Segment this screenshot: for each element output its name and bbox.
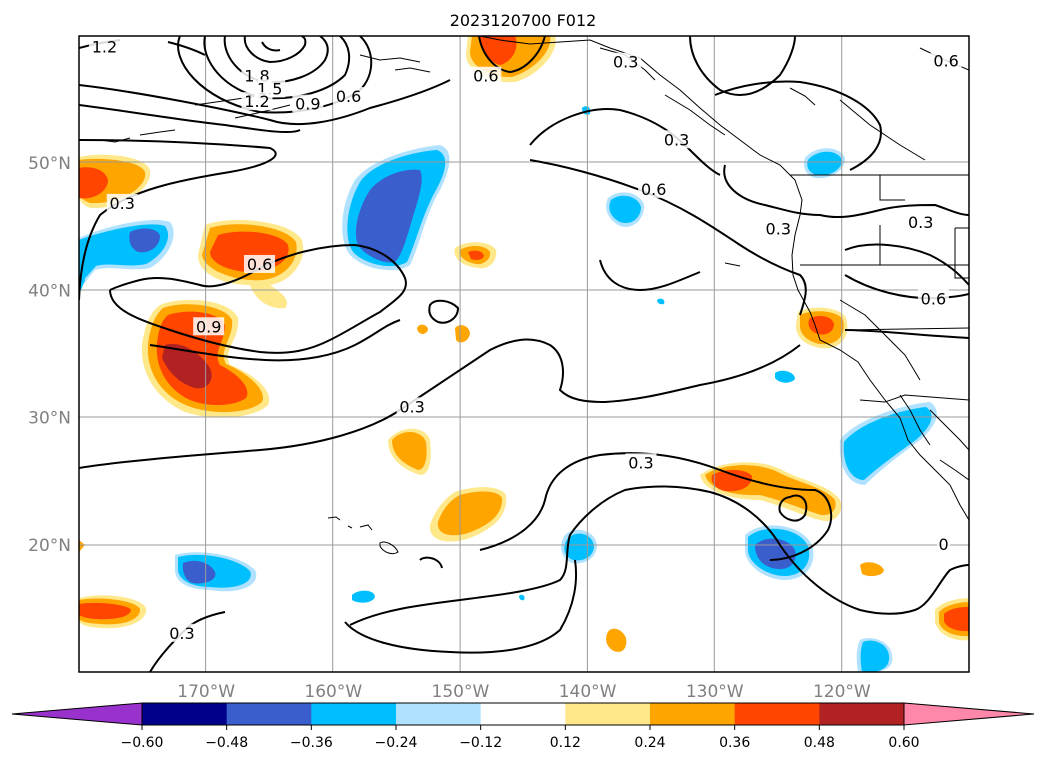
contour-label: 1.2 — [244, 92, 269, 111]
contour-label-bg — [241, 92, 273, 111]
colorbar-extend-high — [903, 702, 1035, 726]
latitude-label: 20°N — [28, 536, 71, 556]
contour-label: 1.2 — [92, 37, 117, 56]
longitude-label: 160°W — [304, 682, 362, 702]
latitude-label: 50°N — [28, 154, 71, 174]
contour-label-bg — [661, 130, 693, 149]
contour-label: 0.6 — [247, 255, 272, 274]
contour-label-bg — [610, 52, 642, 71]
colorbar-block — [734, 703, 820, 725]
contour-label: 0.3 — [664, 130, 689, 149]
colorbar-extend-low — [11, 702, 143, 726]
map-frame — [78, 35, 970, 673]
colorbar-tick-label: 0.24 — [634, 735, 665, 751]
contour-label-bg — [638, 179, 670, 198]
contour-label: 0.6 — [921, 289, 946, 308]
colorbar-blocks — [11, 702, 1035, 726]
colorbar-tick-label: −0.12 — [459, 735, 502, 751]
colorbar-block — [480, 703, 566, 725]
contour-label-bg — [762, 219, 794, 238]
contour-label: 0.6 — [641, 180, 666, 199]
warm-anomaly-region — [429, 487, 507, 542]
contour-label-bg — [106, 193, 138, 212]
contour-label: 0.3 — [766, 219, 791, 238]
warm-anomaly-region — [388, 428, 431, 475]
colorbar-tick-label: −0.48 — [205, 735, 248, 751]
latitude-label: 40°N — [28, 281, 71, 301]
cool-anomaly-region — [175, 552, 257, 592]
longitude-label: 150°W — [432, 682, 490, 702]
contour-label: 0 — [938, 535, 948, 554]
contour-label-bg — [470, 66, 502, 85]
longitude-label: 130°W — [686, 682, 744, 702]
longitude-labels: 170°W 160°W 150°W 140°W 130°W 120°W — [177, 682, 871, 702]
warm-anomaly-region — [795, 307, 848, 349]
contour-label-bg — [930, 51, 962, 70]
contour-label-bg — [396, 397, 428, 416]
longitude-label: 120°W — [813, 682, 871, 702]
colorbar-block — [226, 703, 312, 725]
contour-label: 0.3 — [628, 453, 653, 472]
contour-label-bg — [333, 87, 365, 106]
warm-anomaly-region — [79, 540, 147, 629]
contour-label: 0.6 — [473, 67, 498, 86]
contour-label-bg — [88, 37, 120, 56]
latitude-label: 30°N — [28, 409, 71, 429]
contour-label: 0.3 — [399, 397, 424, 416]
contour-label-bg — [625, 453, 657, 472]
contour-label-bg — [244, 254, 276, 273]
colorbar-block — [311, 703, 397, 725]
colorbar-ticks: −0.60 −0.48 −0.36 −0.24 −0.12 0.12 0.24 0.36 0.4… — [121, 725, 920, 751]
contour-label-bg — [193, 317, 225, 336]
contour-label: 0.3 — [613, 53, 638, 72]
longitude-label: 170°W — [177, 682, 235, 702]
contour-label: 0.9 — [295, 95, 320, 114]
cool-anomaly-region — [79, 106, 937, 672]
contour-label-bg — [292, 94, 324, 113]
warm-anomaly-region — [606, 562, 969, 652]
cool-anomaly-region — [342, 145, 450, 271]
colorbar-tick-label: −0.36 — [290, 735, 333, 751]
contour-label: 0.3 — [110, 194, 135, 213]
contour-label: 0.6 — [336, 87, 361, 106]
contour-label: 0.9 — [196, 317, 221, 336]
colorbar-block — [819, 703, 905, 725]
contour-label-bg — [166, 623, 198, 642]
colorbar-tick-label: 0.12 — [550, 735, 581, 751]
contour-label-bg — [905, 212, 937, 231]
warm-anomaly-region — [417, 242, 497, 343]
contour-labels: 1.21.81.51.2 0.9 0.60.60.3 0.60.30.60.3 0.30… — [88, 37, 962, 643]
colorbar-tick-label: −0.24 — [375, 735, 418, 751]
map-area: 1.21.81.51.2 0.9 0.60.60.3 0.60.30.60.3 0.30… — [79, 36, 969, 672]
colorbar-tick-label: 0.48 — [804, 735, 835, 751]
colorbar-block — [396, 703, 482, 725]
latitude-labels: 50°N 40°N 30°N 20°N — [28, 154, 71, 556]
colorbar: −0.60 −0.48 −0.36 −0.24 −0.12 0.12 0.24 0.36 0.4… — [11, 702, 1035, 751]
contour-label-bg — [917, 289, 949, 308]
cool-anomaly-region — [745, 525, 814, 580]
colorbar-tick-label: −0.60 — [121, 735, 164, 751]
colorbar-tick-label: 0.60 — [888, 735, 919, 751]
colorbar-outline — [141, 702, 905, 726]
map-title: 2023120700 F012 — [450, 11, 597, 30]
colorbar-tick-label: 0.36 — [719, 735, 750, 751]
colorbar-block — [650, 703, 736, 725]
longitude-label: 140°W — [559, 682, 617, 702]
cool-anomaly-region — [79, 220, 174, 290]
contour-label: 0.3 — [169, 624, 194, 643]
contour-label: 0.6 — [933, 51, 958, 70]
contour-label-bg — [937, 534, 951, 553]
colorbar-block — [565, 703, 651, 725]
contour-label: 0.3 — [908, 213, 933, 232]
colorbar-block — [142, 703, 228, 725]
